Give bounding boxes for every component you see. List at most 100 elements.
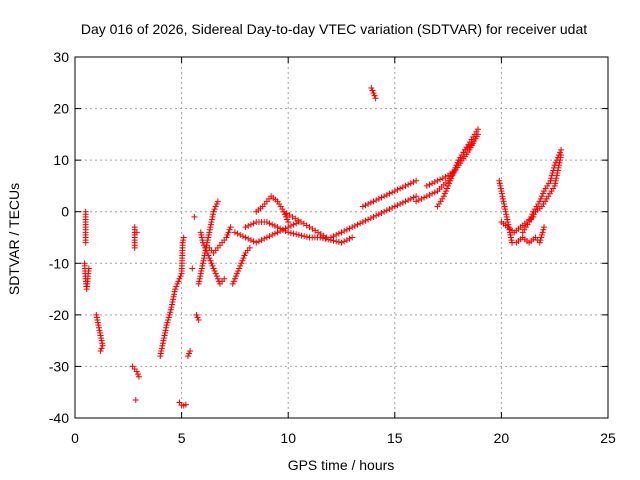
data-point bbox=[554, 167, 561, 174]
series-s11 bbox=[206, 224, 234, 256]
data-point bbox=[231, 275, 238, 282]
data-point bbox=[247, 221, 254, 228]
data-point bbox=[431, 179, 438, 186]
data-point bbox=[421, 194, 428, 201]
series-s8 bbox=[184, 213, 202, 360]
data-point bbox=[197, 229, 204, 236]
data-point bbox=[173, 283, 180, 290]
data-point bbox=[269, 221, 276, 228]
data-point bbox=[214, 275, 221, 282]
data-point bbox=[359, 203, 366, 210]
data-point bbox=[223, 234, 230, 241]
y-tick-label: 0 bbox=[61, 204, 69, 220]
x-tick-label: 0 bbox=[71, 430, 79, 446]
data-point bbox=[349, 234, 356, 241]
data-point bbox=[498, 188, 505, 195]
data-point bbox=[271, 222, 278, 229]
data-point bbox=[429, 190, 436, 197]
data-point bbox=[229, 280, 236, 287]
y-tick-label: 30 bbox=[53, 49, 69, 65]
data-point bbox=[197, 270, 204, 277]
data-point bbox=[295, 231, 302, 238]
data-point bbox=[157, 350, 164, 357]
data-point bbox=[557, 157, 564, 164]
data-point bbox=[271, 230, 278, 237]
data-point bbox=[226, 226, 233, 233]
series-s7 bbox=[176, 399, 189, 409]
data-point bbox=[132, 396, 139, 403]
data-point bbox=[389, 189, 396, 196]
axis-ticks: 0 5 10 15 20 25 -40 -30 -20 -10 0 10 20 30 bbox=[49, 49, 616, 446]
grid-lines bbox=[75, 57, 608, 418]
data-point bbox=[242, 234, 249, 241]
data-point bbox=[349, 224, 356, 231]
data-point bbox=[454, 159, 461, 166]
data-point bbox=[274, 229, 281, 236]
data-point bbox=[161, 332, 168, 339]
data-point bbox=[285, 219, 292, 226]
data-point bbox=[162, 327, 169, 334]
data-point bbox=[378, 194, 385, 201]
series-s15 bbox=[242, 219, 356, 246]
data-point bbox=[235, 268, 242, 275]
data-point bbox=[179, 239, 186, 246]
data-point bbox=[199, 239, 206, 246]
data-point bbox=[196, 275, 203, 282]
x-tick-label: 25 bbox=[600, 430, 616, 446]
data-point bbox=[97, 332, 104, 339]
data-point bbox=[203, 247, 210, 254]
series-s6 bbox=[157, 234, 187, 360]
data-point bbox=[99, 340, 106, 347]
data-point bbox=[557, 149, 564, 156]
data-point bbox=[553, 175, 560, 182]
data-point bbox=[335, 230, 342, 237]
data-point bbox=[239, 257, 246, 264]
data-point bbox=[448, 175, 455, 182]
data-point bbox=[237, 231, 244, 238]
data-point bbox=[423, 193, 430, 200]
data-point bbox=[327, 234, 334, 241]
data-point bbox=[502, 206, 509, 213]
data-point bbox=[198, 268, 205, 275]
data-point bbox=[410, 179, 417, 186]
data-point bbox=[335, 239, 342, 246]
data-point bbox=[164, 319, 171, 326]
data-point bbox=[166, 311, 173, 318]
data-point bbox=[402, 198, 409, 205]
data-point bbox=[279, 226, 286, 233]
data-point bbox=[418, 195, 425, 202]
series-s1 bbox=[81, 260, 92, 293]
data-point bbox=[413, 198, 420, 205]
data-point bbox=[242, 224, 249, 231]
data-point bbox=[195, 280, 202, 287]
data-point bbox=[196, 278, 203, 285]
data-point bbox=[210, 211, 217, 218]
data-point bbox=[293, 220, 300, 227]
data-point bbox=[158, 345, 165, 352]
data-point bbox=[499, 195, 506, 202]
data-point bbox=[346, 225, 353, 232]
data-point bbox=[198, 231, 205, 238]
data-point bbox=[333, 238, 340, 245]
data-point bbox=[161, 335, 168, 342]
data-point bbox=[247, 237, 254, 244]
data-point bbox=[204, 237, 211, 244]
data-point bbox=[341, 238, 348, 245]
data-point bbox=[236, 265, 243, 272]
data-point bbox=[246, 244, 253, 251]
data-point bbox=[199, 237, 206, 244]
data-point bbox=[169, 298, 176, 305]
data-point bbox=[426, 191, 433, 198]
data-point bbox=[234, 230, 241, 237]
data-point bbox=[227, 224, 234, 231]
data-point bbox=[450, 170, 457, 177]
data-point bbox=[95, 324, 102, 331]
data-point bbox=[82, 239, 89, 246]
data-point bbox=[367, 215, 374, 222]
data-point bbox=[274, 224, 281, 231]
series-s27 bbox=[519, 151, 565, 236]
data-point bbox=[94, 319, 101, 326]
data-point bbox=[199, 262, 206, 269]
data-point bbox=[205, 234, 212, 241]
data-point bbox=[553, 172, 560, 179]
